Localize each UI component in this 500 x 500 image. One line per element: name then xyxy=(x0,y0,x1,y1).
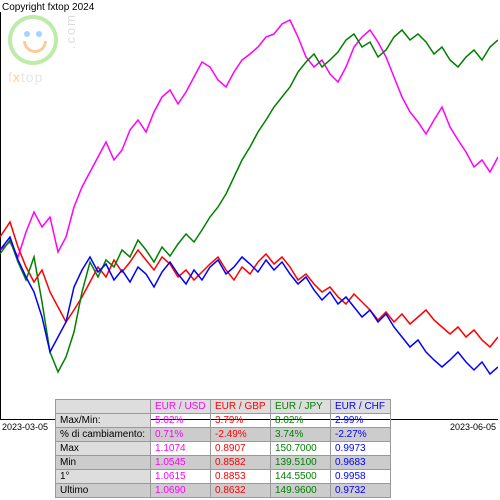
table-cell: 5.02% xyxy=(151,414,211,428)
date-end-label: 2023-06-05 xyxy=(450,422,496,432)
table-column-header: EUR / CHF xyxy=(331,400,391,414)
table-cell: 0.9683 xyxy=(331,456,391,470)
table-cell: 2.99% xyxy=(331,414,391,428)
table-cell: 0.8632 xyxy=(211,484,271,498)
chart-lines xyxy=(0,12,498,420)
series-line xyxy=(0,237,498,374)
series-line xyxy=(0,30,498,372)
table-row: Max/Min:5.02%3.79%8.02%2.99% xyxy=(56,414,391,428)
table-cell: -2.49% xyxy=(211,428,271,442)
table-row: Ultimo1.06900.8632149.96000.9732 xyxy=(56,484,391,498)
chart-area: 2023-03-05 2023-06-05 xyxy=(0,12,500,420)
table-row-label: Max xyxy=(56,442,151,456)
table-cell: 0.8582 xyxy=(211,456,271,470)
table-column-header: EUR / USD xyxy=(151,400,211,414)
table-cell: -2.27% xyxy=(331,428,391,442)
table-column-header: EUR / GBP xyxy=(211,400,271,414)
table-cell: 0.9973 xyxy=(331,442,391,456)
table-row-label: Ultimo xyxy=(56,484,151,498)
date-start-label: 2023-03-05 xyxy=(2,422,48,432)
table-row-label: Min xyxy=(56,456,151,470)
table-row-label: 1° xyxy=(56,470,151,484)
table-cell: 0.8907 xyxy=(211,442,271,456)
table-row-label: Max/Min: xyxy=(56,414,151,428)
table-cell: 150.7000 xyxy=(271,442,331,456)
copyright-text: Copyright fxtop 2024 xyxy=(2,2,94,13)
table-cell: 139.5100 xyxy=(271,456,331,470)
table-cell: 0.8853 xyxy=(211,470,271,484)
table-cell: 3.74% xyxy=(271,428,331,442)
series-line xyxy=(0,20,498,257)
table-cell: 144.5500 xyxy=(271,470,331,484)
brand-watermark: .com fxtop xyxy=(8,15,58,85)
table-cell: 1.0615 xyxy=(151,470,211,484)
table-column-header: EUR / JPY xyxy=(271,400,331,414)
table-cell: 3.79% xyxy=(211,414,271,428)
table-row: 1°1.06150.8853144.55000.9958 xyxy=(56,470,391,484)
table-cell: 1.1074 xyxy=(151,442,211,456)
table-row: % di cambiamento:0.71%-2.49%3.74%-2.27% xyxy=(56,428,391,442)
table-cell: 0.9732 xyxy=(331,484,391,498)
table-cell: 1.0690 xyxy=(151,484,211,498)
table-cell: 0.71% xyxy=(151,428,211,442)
table-cell: 149.9600 xyxy=(271,484,331,498)
table-cell: 0.9958 xyxy=(331,470,391,484)
table-row-label: % di cambiamento: xyxy=(56,428,151,442)
currency-data-table: EUR / USDEUR / GBPEUR / JPYEUR / CHFMax/… xyxy=(55,399,391,498)
table-corner-cell xyxy=(56,400,151,414)
table-row: Min1.05450.8582139.51000.9683 xyxy=(56,456,391,470)
table-cell: 1.0545 xyxy=(151,456,211,470)
table-row: Max1.10740.8907150.70000.9973 xyxy=(56,442,391,456)
table-cell: 8.02% xyxy=(271,414,331,428)
